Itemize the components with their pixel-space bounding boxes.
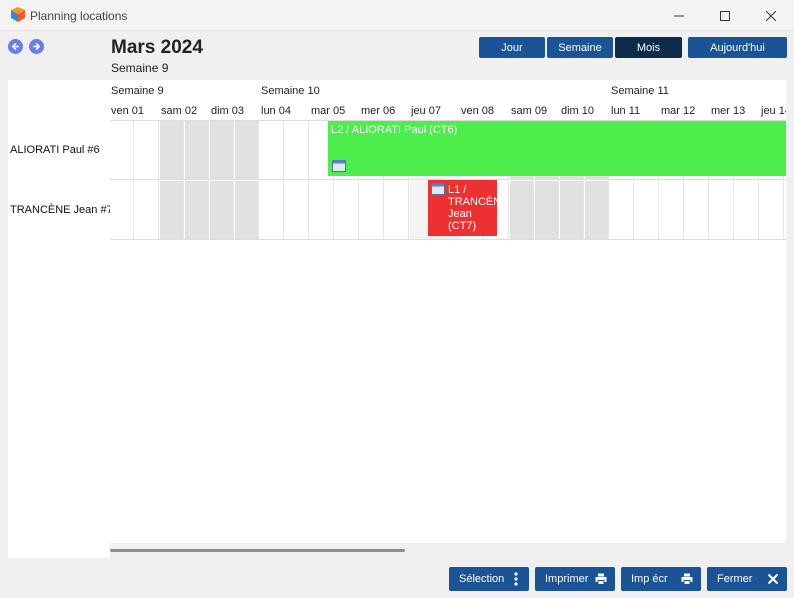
scrollbar-thumb[interactable] — [110, 549, 405, 552]
close-icon — [766, 10, 776, 21]
week-label: Semaine 9 — [111, 85, 164, 97]
printer-icon — [595, 573, 607, 585]
next-period-button[interactable] — [29, 39, 44, 54]
planning-cell[interactable] — [310, 181, 334, 239]
close-window-button[interactable] — [748, 0, 794, 31]
day-label: lun 11 — [611, 105, 641, 117]
minimize-button[interactable] — [656, 0, 702, 31]
print-button[interactable]: Imprimer — [535, 567, 615, 591]
planning-cell[interactable] — [110, 181, 134, 239]
close-button[interactable]: Fermer — [707, 567, 787, 591]
planning-cell[interactable] — [385, 181, 409, 239]
day-label: dim 03 — [211, 105, 245, 117]
planning-cell[interactable] — [335, 181, 359, 239]
planning-cell[interactable] — [685, 181, 709, 239]
window-title: Planning locations — [30, 9, 128, 23]
printer-icon — [681, 573, 693, 585]
horizontal-scrollbar[interactable] — [110, 543, 786, 558]
selection-button[interactable]: Sélection — [449, 567, 529, 591]
arrow-left-icon — [11, 42, 20, 51]
day-label: jeu 14 — [761, 105, 786, 117]
view-day-button[interactable]: Jour — [479, 37, 545, 58]
planning-cell[interactable] — [110, 121, 134, 179]
selection-label: Sélection — [459, 573, 505, 585]
week-label: Semaine 10 — [261, 85, 320, 97]
day-label: mar 12 — [661, 105, 696, 117]
day-label: mer 06 — [361, 105, 396, 117]
arrow-right-icon — [32, 42, 41, 51]
planning-cell[interactable] — [660, 181, 684, 239]
resource-list: ALIORATI Paul #6 TRANCÈNE Jean #7 — [8, 80, 113, 558]
close-icon — [767, 573, 779, 585]
app-logo-icon — [11, 7, 25, 22]
page-title: Mars 2024 — [111, 37, 203, 58]
planning-cell[interactable] — [285, 181, 309, 239]
maximize-button[interactable] — [702, 0, 748, 31]
planning-cell[interactable] — [510, 181, 534, 239]
planning-cell[interactable] — [260, 121, 284, 179]
row-divider — [110, 179, 786, 180]
rental-event[interactable]: L1 / TRANCÈNE Jean (CT7) — [428, 180, 497, 236]
print-label: Imprimer — [545, 573, 589, 585]
day-label: mar 05 — [311, 105, 346, 117]
planning-cell[interactable] — [160, 121, 184, 179]
event-label: L2 / ALIORATI Paul (CT6) — [331, 124, 458, 136]
week-label: Semaine 11 — [611, 85, 669, 97]
previous-period-button[interactable] — [8, 39, 23, 54]
title-bar: Planning locations — [0, 0, 794, 31]
planning-cell[interactable] — [160, 181, 184, 239]
day-label: mer 13 — [711, 105, 746, 117]
day-label: lun 04 — [261, 105, 291, 117]
view-week-button[interactable]: Semaine — [547, 37, 613, 58]
close-label: Fermer — [717, 573, 753, 585]
week-subtitle: Semaine 9 — [111, 61, 169, 75]
planning-cell[interactable] — [360, 181, 384, 239]
planning-cell[interactable] — [635, 181, 659, 239]
row-divider — [110, 239, 786, 240]
planning-panel: Mars 2024 Semaine 9 Jour Semaine Mois Au… — [0, 31, 794, 598]
planning-cell[interactable] — [185, 181, 209, 239]
planning-cell[interactable] — [735, 181, 759, 239]
calendar-icon — [332, 160, 346, 172]
print-screen-button[interactable]: Imp écr — [621, 567, 701, 591]
planning-cell[interactable] — [285, 121, 309, 179]
day-label: dim 10 — [561, 105, 595, 117]
planning-cell[interactable] — [210, 121, 234, 179]
day-label: sam 02 — [161, 105, 198, 117]
rental-event[interactable]: L2 / ALIORATI Paul (CT6) — [328, 121, 786, 176]
maximize-icon — [720, 10, 730, 21]
timeline-grid: Semaine 9 Semaine 10 Semaine 11 ven 01 s… — [110, 80, 786, 543]
more-vertical-icon — [514, 572, 518, 586]
calendar-icon — [431, 183, 445, 195]
view-month-button[interactable]: Mois — [615, 37, 682, 58]
resource-label: TRANCÈNE Jean #7 — [10, 204, 113, 216]
day-label: ven 08 — [461, 105, 495, 117]
day-label: ven 01 — [111, 105, 145, 117]
planning-cell[interactable] — [610, 181, 634, 239]
planning-cell[interactable] — [535, 181, 559, 239]
event-label: L1 / TRANCÈNE Jean (CT7) — [448, 184, 497, 232]
planning-cell[interactable] — [135, 181, 159, 239]
day-label: jeu 07 — [411, 105, 441, 117]
planning-cell[interactable] — [210, 181, 234, 239]
planning-cell[interactable] — [560, 181, 584, 239]
minimize-icon — [674, 15, 684, 16]
planning-cell[interactable] — [710, 181, 734, 239]
row-divider — [110, 120, 786, 121]
today-button[interactable]: Aujourd'hui — [688, 37, 787, 58]
planning-cell[interactable] — [235, 181, 259, 239]
planning-cell[interactable] — [760, 181, 784, 239]
planning-cell[interactable] — [235, 121, 259, 179]
planning-cell[interactable] — [785, 181, 786, 239]
day-label: sam 09 — [511, 105, 548, 117]
planning-cell[interactable] — [485, 181, 509, 239]
planning-rows: L2 / ALIORATI Paul (CT6) L1 / TRANCÈNE J… — [110, 120, 786, 240]
planning-cell[interactable] — [585, 181, 609, 239]
planning-cell[interactable] — [185, 121, 209, 179]
planning-cell[interactable] — [260, 181, 284, 239]
resource-label: ALIORATI Paul #6 — [10, 144, 100, 156]
planning-cell[interactable] — [135, 121, 159, 179]
print-screen-label: Imp écr — [631, 573, 668, 585]
